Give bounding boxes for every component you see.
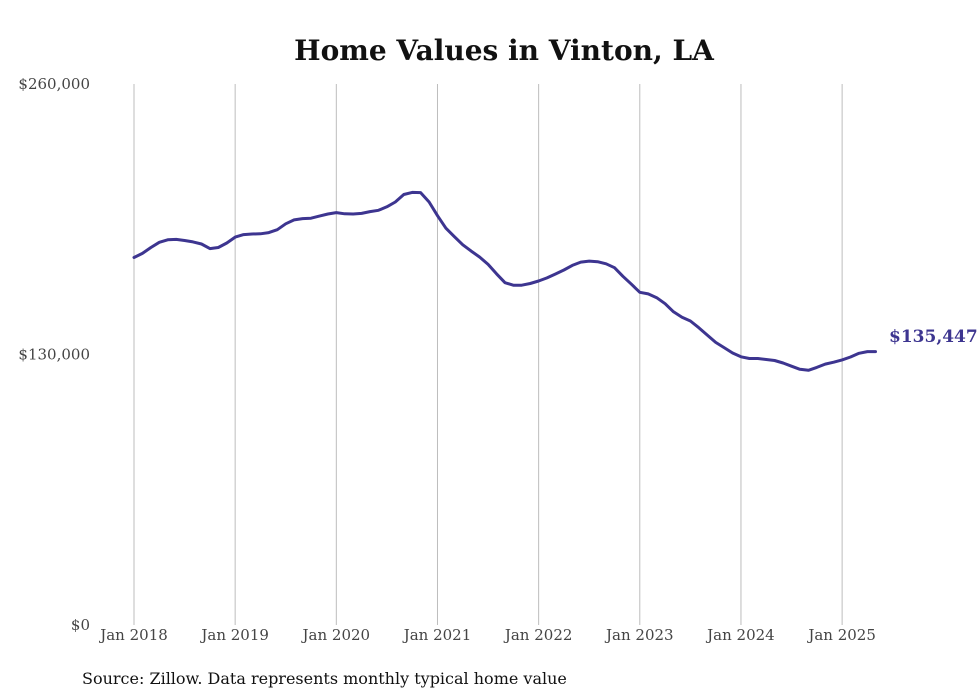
chart-title: Home Values in Vinton, LA (294, 34, 715, 67)
series-line (132, 190, 877, 372)
x-tick-label: Jan 2020 (301, 626, 371, 644)
end-value-label: $135,447 (889, 327, 978, 347)
x-tick-label: Jan 2022 (503, 626, 573, 644)
grid-layer (133, 84, 843, 625)
x-tick-label: Jan 2021 (402, 626, 472, 644)
x-tick-label: Jan 2018 (98, 626, 168, 644)
y-tick-label: $130,000 (18, 346, 90, 364)
y-axis-ticks: $0 $130,000 $260,000 (18, 75, 90, 634)
y-tick-label: $0 (71, 616, 90, 634)
x-tick-label: Jan 2019 (199, 626, 269, 644)
x-tick-label: Jan 2025 (806, 626, 876, 644)
x-axis-ticks: Jan 2018 Jan 2019 Jan 2020 Jan 2021 Jan 2022… (98, 626, 876, 644)
y-tick-label: $260,000 (18, 75, 90, 93)
x-tick-label: Jan 2023 (604, 626, 674, 644)
source-note: Source: Zillow. Data represents monthly … (82, 669, 567, 688)
x-tick-label: Jan 2024 (705, 626, 775, 644)
